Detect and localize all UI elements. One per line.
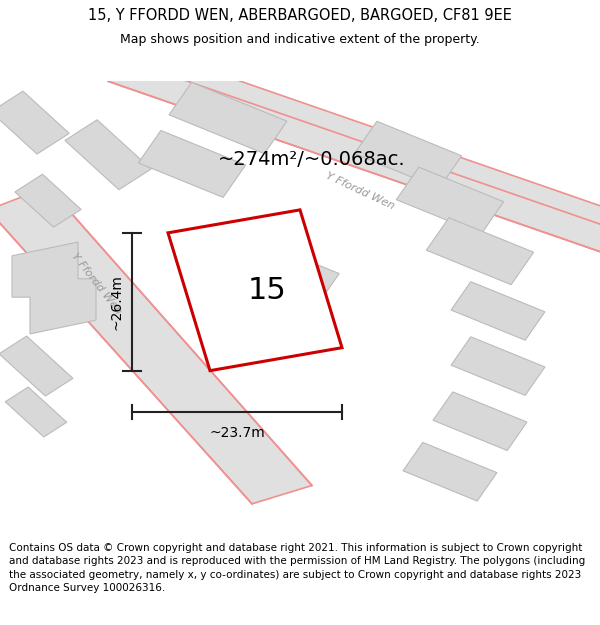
Polygon shape	[5, 387, 67, 437]
Polygon shape	[397, 168, 503, 234]
Text: ~23.7m: ~23.7m	[209, 426, 265, 440]
Polygon shape	[15, 174, 81, 227]
Polygon shape	[168, 210, 342, 371]
Text: 15: 15	[248, 276, 286, 305]
Polygon shape	[189, 226, 339, 322]
Polygon shape	[451, 337, 545, 396]
Text: Map shows position and indicative extent of the property.: Map shows position and indicative extent…	[120, 33, 480, 46]
Polygon shape	[169, 82, 287, 154]
Text: Y Ffordd Wen: Y Ffordd Wen	[69, 251, 123, 316]
Polygon shape	[403, 442, 497, 501]
Text: 15, Y FFORDD WEN, ABERBARGOED, BARGOED, CF81 9EE: 15, Y FFORDD WEN, ABERBARGOED, BARGOED, …	[88, 8, 512, 23]
Polygon shape	[0, 187, 312, 504]
Polygon shape	[451, 282, 545, 340]
Polygon shape	[427, 217, 533, 285]
Polygon shape	[108, 35, 600, 256]
Polygon shape	[0, 91, 69, 154]
Text: Y Ffordd Wen: Y Ffordd Wen	[324, 171, 396, 212]
Text: ~26.4m: ~26.4m	[109, 274, 123, 330]
Polygon shape	[355, 121, 461, 188]
Polygon shape	[433, 392, 527, 451]
Text: Contains OS data © Crown copyright and database right 2021. This information is : Contains OS data © Crown copyright and d…	[9, 543, 585, 592]
Polygon shape	[139, 131, 245, 198]
Text: ~274m²/~0.068ac.: ~274m²/~0.068ac.	[218, 150, 406, 169]
Polygon shape	[65, 120, 151, 190]
Polygon shape	[12, 242, 96, 334]
Polygon shape	[0, 336, 73, 396]
